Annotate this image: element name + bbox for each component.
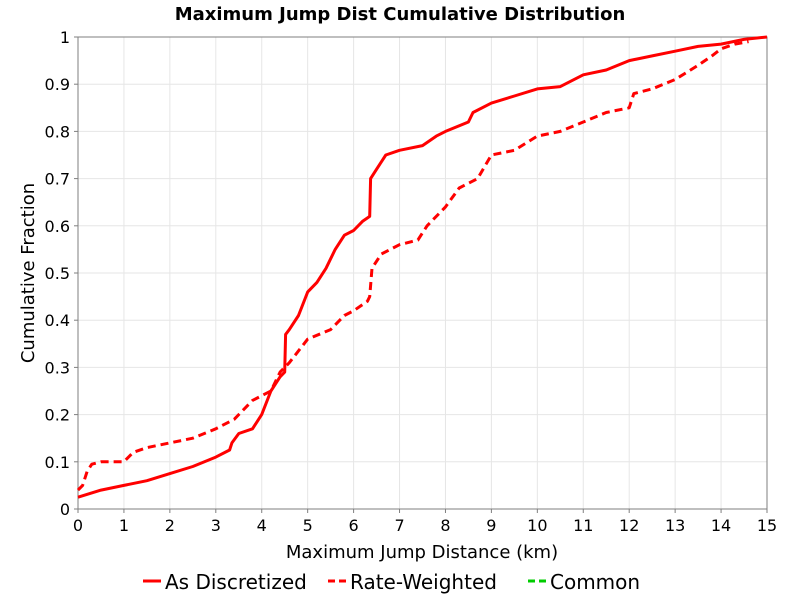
legend-label: As Discretized: [165, 570, 307, 594]
y-tick-label: 0.7: [45, 170, 70, 189]
axis-ticks: 0 1 2 3 4 5 6 7 8 9 10 11 12 13 14 1500.10.20.30.40.50.…: [45, 28, 778, 535]
y-tick-label: 0.9: [45, 75, 70, 94]
x-tick-label: 7: [394, 516, 404, 535]
x-axis-label: Maximum Jump Distance (km): [286, 542, 558, 563]
series-line-rate-weighted: [76, 40, 749, 492]
series-line-as-discretized: [77, 35, 768, 499]
x-tick-label: 3: [211, 516, 221, 535]
y-tick-label: 0.6: [45, 217, 70, 236]
x-tick-label: 14: [711, 516, 731, 535]
x-tick-label: 15: [757, 516, 777, 535]
x-tick-label: 2: [165, 516, 175, 535]
y-tick-label: 0.4: [45, 311, 70, 330]
legend-label: Common: [550, 570, 640, 594]
series-layer: [76, 35, 768, 499]
y-tick-label: 0: [60, 500, 70, 519]
y-tick-label: 0.2: [45, 406, 70, 425]
x-tick-label: 13: [665, 516, 685, 535]
y-tick-label: 0.8: [45, 122, 70, 141]
x-tick-label: 9: [486, 516, 496, 535]
grid: [77, 36, 768, 510]
y-axis-label: Cumulative Fraction: [18, 183, 39, 363]
y-tick-label: 0.1: [45, 453, 70, 472]
chart-title: Maximum Jump Dist Cumulative Distributio…: [175, 4, 626, 25]
y-tick-label: 0.3: [45, 358, 70, 377]
x-tick-label: 11: [573, 516, 593, 535]
y-tick-label: 0.5: [45, 264, 70, 283]
legend: As Discretized Rate-Weighted Common: [143, 570, 640, 594]
x-tick-label: 6: [349, 516, 359, 535]
x-tick-label: 12: [619, 516, 639, 535]
legend-label: Rate-Weighted: [350, 570, 497, 594]
x-tick-label: 4: [257, 516, 267, 535]
x-tick-label: 10: [527, 516, 547, 535]
x-tick-label: 1: [119, 516, 129, 535]
y-tick-label: 1: [60, 28, 70, 47]
x-tick-label: 5: [303, 516, 313, 535]
x-tick-label: 0: [73, 516, 83, 535]
x-tick-label: 8: [440, 516, 450, 535]
